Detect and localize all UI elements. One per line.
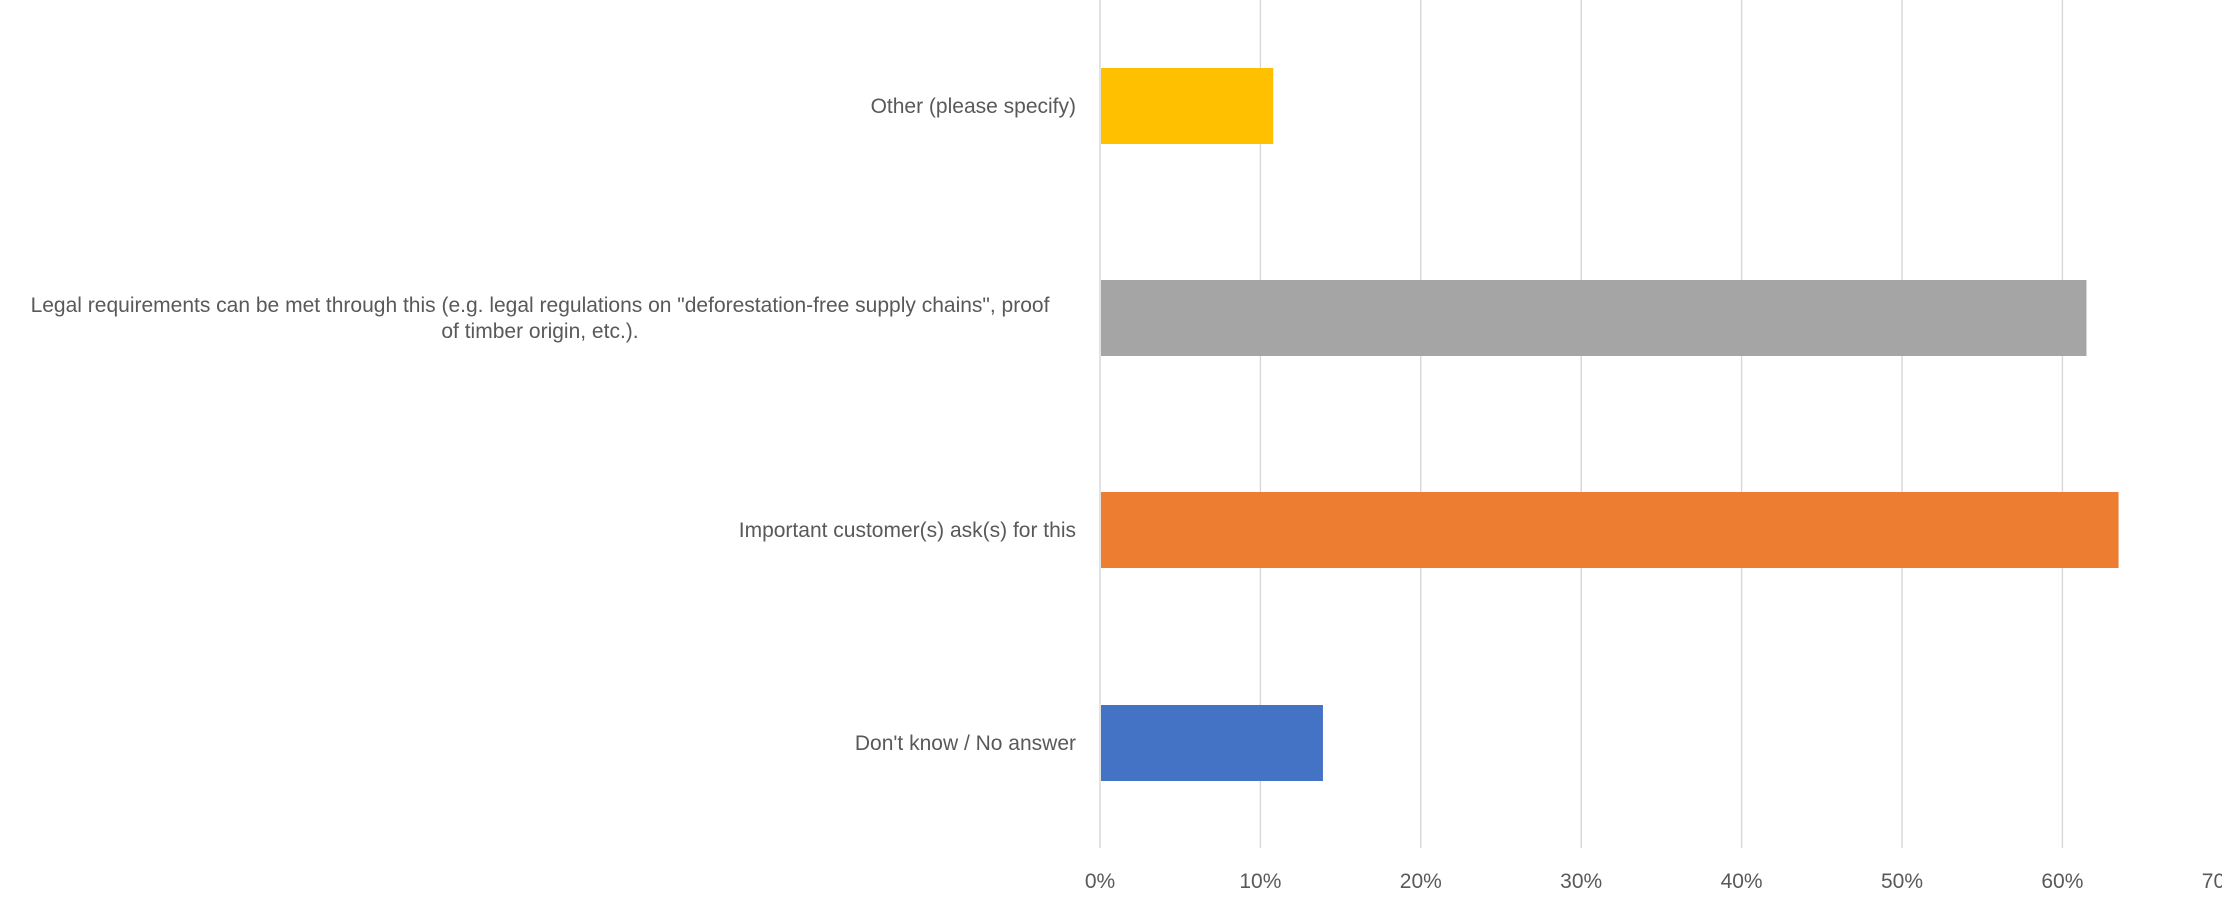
x-tick-label: 40% — [1721, 870, 1763, 893]
x-tick-label: 10% — [1239, 870, 1281, 893]
x-tick-label: 0% — [1085, 870, 1115, 893]
x-tick-label: 50% — [1881, 870, 1923, 893]
category-labels: Don't know / No answer Important customer… — [31, 95, 1076, 755]
category-label: Legal requirements can be met through th… — [31, 294, 1050, 343]
bar — [1101, 492, 2119, 568]
x-tick-label: 70% — [2202, 870, 2222, 893]
bars — [1101, 68, 2119, 781]
category-label-line: Legal requirements can be met through th… — [31, 294, 1050, 317]
gridlines — [1259, 0, 2064, 848]
category-label: Important customer(s) ask(s) for this — [739, 519, 1076, 542]
category-label: Don't know / No answer — [855, 732, 1076, 755]
x-tick-label: 20% — [1400, 870, 1442, 893]
category-label-line: of timber origin, etc.). — [441, 320, 638, 343]
x-tick-label: 60% — [2041, 870, 2083, 893]
bar — [1101, 705, 1323, 781]
bar — [1101, 68, 1274, 144]
category-label: Other (please specify) — [871, 95, 1076, 118]
x-tick-label: 30% — [1560, 870, 1602, 893]
x-tick-labels: 0% 10% 20% 30% 40% 50% 60% 70% — [1085, 870, 2222, 893]
bar — [1101, 280, 2087, 356]
